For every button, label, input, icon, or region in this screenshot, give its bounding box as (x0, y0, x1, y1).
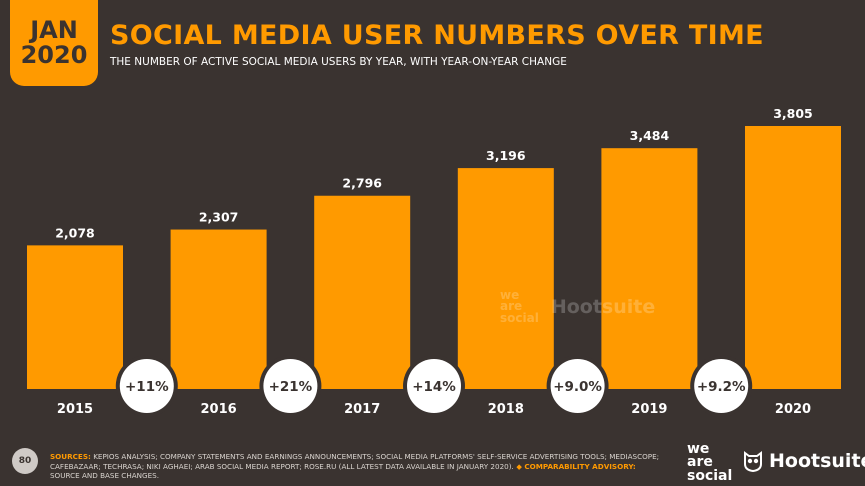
yoy-change-label-2: +14% (412, 379, 456, 395)
bar-2015 (27, 245, 123, 389)
advisory-text: SOURCE AND BASE CHANGES. (50, 471, 159, 481)
category-label-2019: 2019 (631, 402, 667, 417)
category-label-2017: 2017 (344, 402, 380, 417)
owl-icon (744, 451, 762, 472)
we-are-social-logo: we are social (687, 441, 733, 484)
watermark-we-are-social: we are social (500, 288, 539, 325)
hootsuite-logo: Hootsuite (743, 450, 865, 472)
watermark: we are social Hootsuite (500, 288, 656, 325)
sources-text: KEPIOS ANALYSIS; COMPANY STATEMENTS AND … (50, 452, 660, 471)
page-title: SOCIAL MEDIA USER NUMBERS OVER TIME (110, 20, 764, 51)
yoy-change-label-4: +9.2% (697, 379, 746, 395)
bar-2016 (170, 229, 267, 389)
yoy-circle-0 (119, 359, 174, 413)
advisory-label: ◆ COMPARABILITY ADVISORY: (513, 461, 636, 471)
badge-month: JAN (30, 15, 78, 44)
yoy-circle-1 (263, 359, 318, 413)
category-label-2016: 2016 (201, 402, 237, 417)
watermark-hootsuite: Hootsuite (550, 296, 656, 319)
category-label-2018: 2018 (488, 402, 524, 417)
bar-2017 (314, 195, 411, 389)
data-label-2019: 3,484 (630, 128, 670, 143)
bar-2020 (745, 126, 841, 389)
sources-label: SOURCES: (50, 452, 91, 461)
yoy-circle-2 (407, 359, 461, 413)
category-label-2015: 2015 (57, 402, 93, 417)
badge-year: 2020 (20, 41, 88, 69)
footer-sources: SOURCES: KEPIOS ANALYSIS; COMPANY STATEM… (50, 452, 660, 481)
page-subtitle: THE NUMBER OF ACTIVE SOCIAL MEDIA USERS … (110, 56, 567, 68)
yoy-change-label-3: +9.0% (553, 379, 602, 395)
data-label-2018: 3,196 (486, 148, 526, 163)
yoy-circle-3 (550, 359, 605, 413)
date-badge: JAN 2020 (10, 0, 98, 86)
bar-2019 (601, 148, 698, 389)
yoy-change-label-1: +21% (269, 379, 313, 395)
page-number: 80 (12, 448, 38, 474)
category-label-2020: 2020 (775, 402, 811, 417)
hootsuite-wordmark: Hootsuite (769, 450, 865, 472)
data-label-2015: 2,078 (55, 225, 95, 240)
data-label-2020: 3,805 (773, 106, 813, 121)
bar-2018 (457, 168, 554, 389)
data-label-2017: 2,796 (342, 176, 382, 191)
yoy-change-label-0: +11% (125, 379, 169, 395)
data-label-2016: 2,307 (199, 210, 239, 225)
yoy-circle-4 (694, 359, 749, 413)
